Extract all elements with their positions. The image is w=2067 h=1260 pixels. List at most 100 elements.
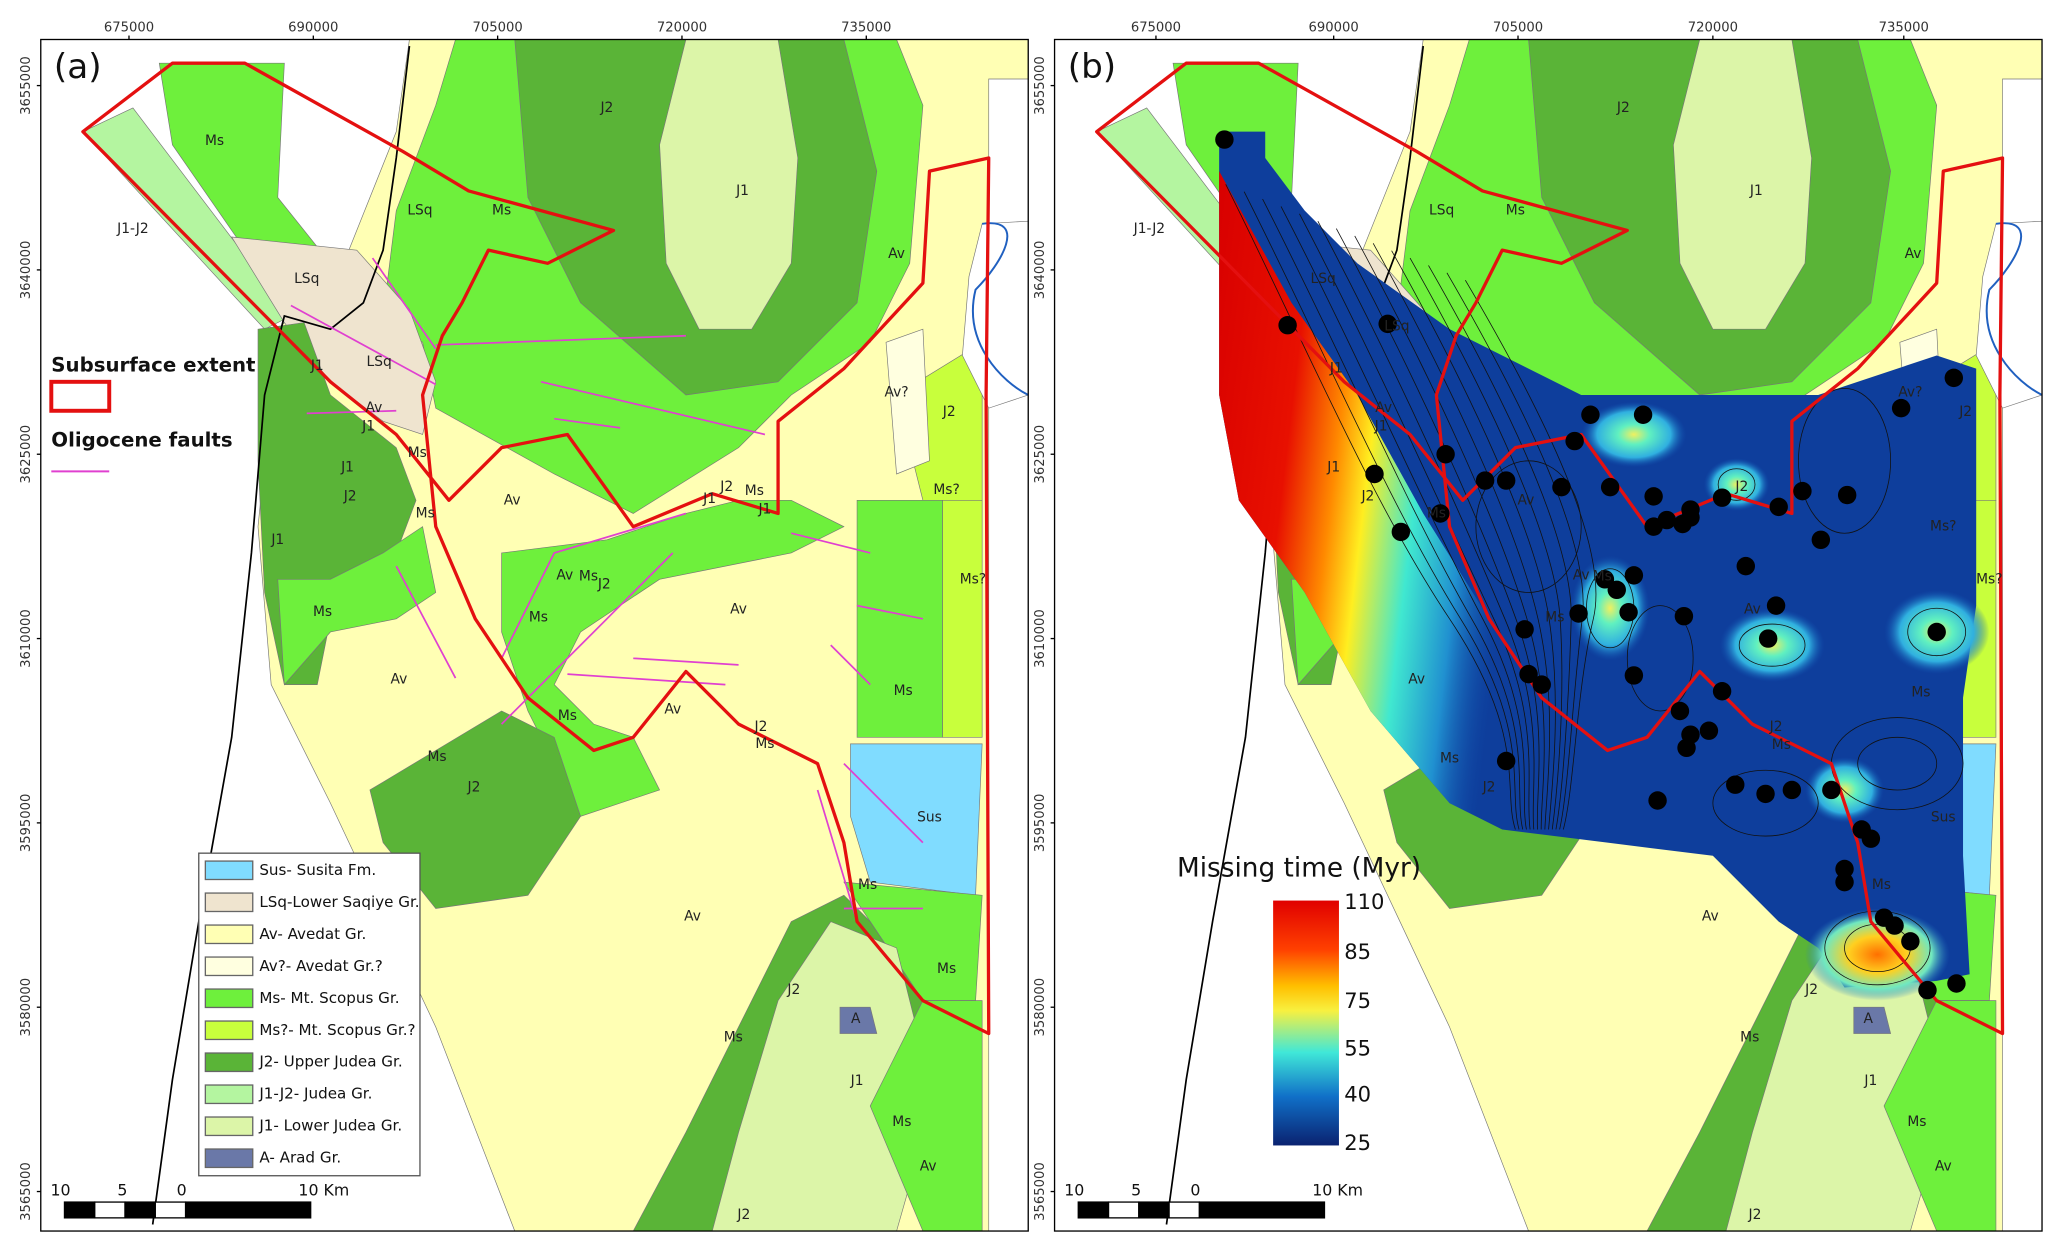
fault	[500, 552, 674, 725]
unit-label: Ms	[724, 1029, 743, 1045]
sample-well	[1475, 471, 1495, 490]
unit-label: Av	[684, 908, 701, 924]
sample-well	[1436, 445, 1455, 464]
y-coordinate: 3655000	[19, 56, 34, 115]
contour	[1717, 468, 1756, 501]
unit-label: Ms	[428, 749, 447, 765]
unit-label: J1-J2	[116, 221, 148, 237]
unit-label: Ms	[755, 736, 774, 752]
y-coordinate: 3595000	[1033, 794, 1048, 853]
sample-well	[1278, 315, 1297, 335]
unit-j1	[659, 39, 799, 330]
x-coordinate: 720000	[657, 21, 707, 36]
unit-label: Av	[1702, 908, 1719, 924]
x-coordinate: 720000	[1688, 21, 1738, 36]
sample-well	[1624, 666, 1644, 685]
contour	[1738, 623, 1806, 667]
legend-label: Av?- Avedat Gr.?	[259, 957, 382, 975]
panel-label: (a)	[54, 47, 102, 87]
colorbar-tick: 110	[1344, 889, 1384, 914]
unit-label: Av	[390, 671, 407, 687]
unit-label: Av	[920, 1159, 937, 1175]
unit-label: Ms	[1545, 609, 1564, 625]
scale-label: 5	[1131, 1180, 1141, 1199]
unit-label: Ms?	[1930, 519, 1956, 535]
sample-well	[1699, 721, 1719, 740]
contour	[1465, 279, 1597, 830]
unit-sea	[988, 39, 1029, 1232]
geology	[81, 39, 1029, 1232]
sample-well	[1947, 974, 1966, 993]
legend-label: Sus- Susita Fm.	[259, 861, 376, 879]
sample-well	[1782, 780, 1802, 800]
legend-swatch	[204, 1148, 254, 1169]
unit-label: J1	[735, 183, 749, 199]
sample-well	[1644, 487, 1663, 506]
unit-label: Ms	[408, 445, 427, 461]
y-coordinate: 3610000	[19, 609, 34, 668]
sample-well	[1944, 368, 1964, 388]
unit-label: J1	[340, 459, 354, 475]
unit-lake	[962, 220, 1029, 409]
contour	[1225, 184, 1516, 830]
heat-blob	[1805, 757, 1885, 823]
sample-well	[1595, 570, 1615, 589]
x-coordinate: 705000	[473, 21, 523, 36]
contour	[1446, 272, 1584, 830]
scale-bar	[1077, 1201, 1110, 1219]
scale-label: 0	[1190, 1180, 1200, 1199]
y-coordinate: 3625000	[1033, 425, 1048, 484]
y-coordinate: 3640000	[1033, 241, 1048, 300]
y-coordinate: 3580000	[19, 978, 34, 1037]
sample-well	[1885, 916, 1904, 935]
legend-label: J2- Upper Judea Gr.	[258, 1053, 402, 1071]
unit-label: J1	[1863, 1073, 1877, 1089]
scale-bar	[94, 1201, 126, 1219]
legend-swatch	[204, 956, 254, 977]
sample-well	[1861, 829, 1881, 848]
unit-label: Av	[1573, 567, 1590, 583]
unit-label: Ms	[858, 877, 877, 893]
panel-label: (b)	[1068, 47, 1116, 87]
panel-frame	[40, 38, 1029, 1232]
unit-label: Ms	[1440, 750, 1459, 766]
unit-label: Av	[1935, 1159, 1952, 1175]
sample-well	[1365, 464, 1384, 484]
unit-label: J1	[850, 1073, 864, 1089]
legend-heading: Oligocene faults	[51, 429, 232, 452]
unit-label: J2	[597, 577, 611, 593]
unit-label: Ms	[894, 683, 913, 699]
sample-well	[1769, 497, 1788, 517]
unit-label: LSq	[1384, 319, 1409, 335]
fault	[554, 417, 621, 429]
unit-label: Ms?	[933, 482, 959, 498]
unit-sus	[850, 743, 983, 896]
unit-label: J2	[719, 479, 733, 495]
legend-label: A- Arad Gr.	[259, 1149, 341, 1167]
unit-msq	[942, 499, 983, 738]
sample-well	[1793, 481, 1812, 501]
y-coordinate: 3640000	[19, 241, 34, 300]
sample-well	[1891, 398, 1911, 418]
unit-label: J2	[599, 100, 613, 116]
legend-swatch	[204, 860, 254, 881]
fault	[843, 763, 924, 844]
legend-label: J1- Lower Judea Gr.	[258, 1117, 402, 1135]
sample-well	[1677, 738, 1696, 758]
sample-well	[1496, 751, 1516, 771]
unit-label: J1	[310, 358, 324, 374]
unit-label: Sus	[1931, 810, 1956, 826]
sample-well	[1391, 522, 1411, 542]
unit-label: LSq	[367, 354, 392, 370]
sample-well	[1811, 530, 1831, 550]
sample-well	[1837, 485, 1857, 505]
scale-bar	[63, 1201, 96, 1219]
unit-label: LSq	[294, 271, 319, 287]
fault	[830, 644, 871, 686]
fault	[435, 334, 686, 346]
x-coordinate: 690000	[1309, 21, 1359, 36]
contour	[1857, 736, 1938, 791]
fault	[816, 789, 858, 922]
unit-label: Ms	[529, 609, 548, 625]
